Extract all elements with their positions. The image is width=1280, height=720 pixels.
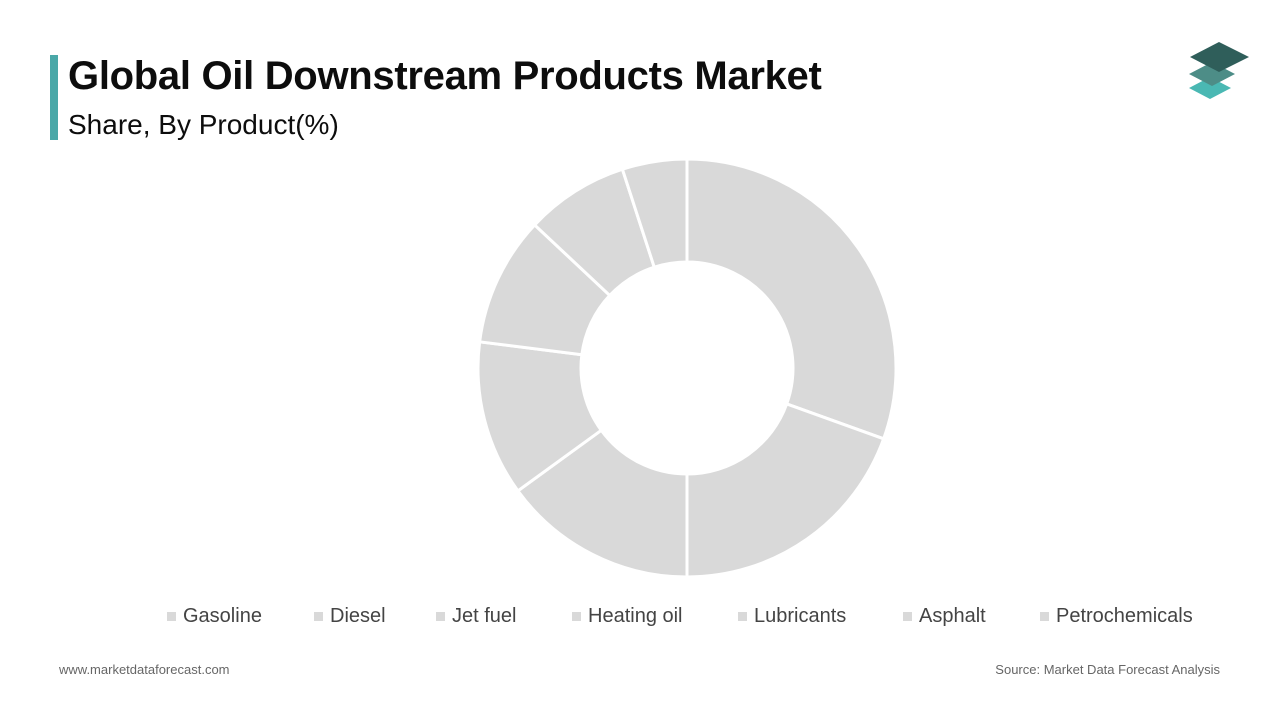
legend-item-jet-fuel: Jet fuel — [436, 605, 516, 628]
stacked-layers-icon — [1189, 42, 1249, 99]
legend-item-petrochemicals: Petrochemicals — [1040, 605, 1193, 628]
legend-swatch — [572, 612, 581, 621]
legend-label: Gasoline — [183, 605, 262, 627]
legend-label: Asphalt — [919, 605, 986, 627]
legend-label: Lubricants — [754, 605, 847, 627]
chart-title: Global Oil Downstream Products Market — [68, 54, 822, 98]
legend-label: Diesel — [330, 605, 386, 627]
legend-swatch — [1040, 612, 1049, 621]
legend-swatch — [167, 612, 176, 621]
chart-subtitle: Share, By Product(%) — [68, 109, 339, 140]
donut-chart — [476, 157, 898, 579]
legend-item-diesel: Diesel — [314, 605, 386, 628]
slice-petrochemicals — [620, 157, 689, 270]
slice-diesel — [685, 401, 886, 579]
slice-jet-fuel — [515, 428, 689, 579]
legend-label: Jet fuel — [452, 605, 517, 627]
legend-item-asphalt: Asphalt — [903, 605, 986, 628]
footer-source: Source: Market Data Forecast Analysis — [995, 662, 1220, 677]
title-accent-bar — [50, 55, 58, 140]
donut-slices — [476, 157, 898, 579]
legend-item-lubricants: Lubricants — [738, 605, 846, 628]
footer-website: www.marketdataforecast.com — [59, 662, 230, 677]
legend-item-gasoline: Gasoline — [167, 605, 262, 628]
legend-item-heating-oil: Heating oil — [572, 605, 683, 628]
legend-swatch — [314, 612, 323, 621]
chart-legend: Gasoline Diesel Jet fuel Heating oil Lubrica… — [0, 605, 1280, 635]
legend-swatch — [903, 612, 912, 621]
legend-swatch — [738, 612, 747, 621]
legend-swatch — [436, 612, 445, 621]
legend-label: Petrochemicals — [1056, 605, 1193, 627]
logo-layer-bottom — [1189, 77, 1231, 99]
logo-layer-top — [1190, 42, 1249, 72]
legend-label: Heating oil — [588, 605, 683, 627]
slice-gasoline — [685, 157, 898, 441]
